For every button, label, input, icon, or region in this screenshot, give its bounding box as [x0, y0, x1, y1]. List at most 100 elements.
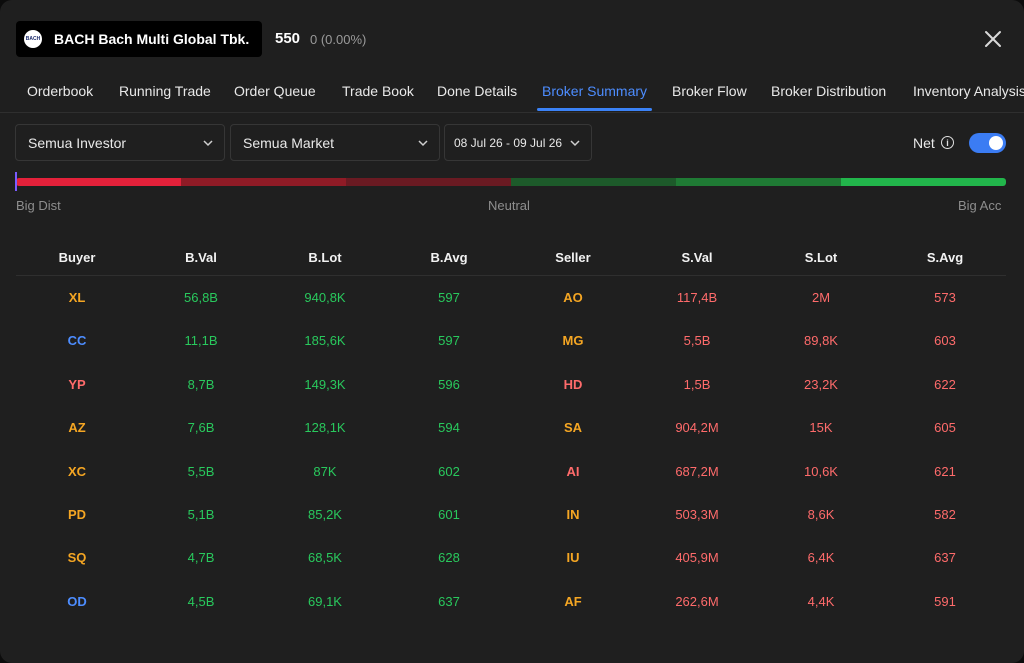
seller-code[interactable]: IN: [566, 507, 580, 522]
col-b-avg[interactable]: B.Avg: [430, 250, 468, 265]
buy-lot: 128,1K: [304, 420, 346, 436]
date-range-select[interactable]: 08 Jul 26 - 09 Jul 26: [444, 124, 592, 161]
sell-lot: 23,2K: [804, 376, 838, 392]
market-select-label: Semua Market: [243, 134, 335, 151]
buy-average: 596: [438, 376, 460, 392]
sell-value: 117,4B: [676, 290, 718, 305]
seller-code[interactable]: AO: [563, 290, 583, 305]
tab-done-details[interactable]: Done Details: [437, 83, 518, 99]
buy-lot: 68,5K: [308, 550, 342, 566]
table-row[interactable]: PD 5,1B 85,2K 601 IN 503,3M 8,6K 582: [0, 493, 1024, 536]
tab-orderbook[interactable]: Orderbook: [27, 83, 94, 99]
last-price: 550: [275, 30, 301, 47]
tab-broker-distribution[interactable]: Broker Distribution: [771, 83, 887, 99]
col-buyer[interactable]: Buyer: [58, 250, 96, 265]
buyer-code[interactable]: XC: [67, 463, 87, 479]
buy-average: 597: [438, 290, 460, 305]
gauge-label-big-acc: Big Acc: [958, 198, 1002, 213]
sell-value: 904,2M: [675, 420, 719, 436]
buy-value: 11,1B: [184, 333, 218, 349]
sell-average: 622: [934, 376, 956, 392]
sell-lot: 15K: [809, 420, 833, 436]
buy-value: 4,7B: [187, 550, 215, 566]
buyer-code[interactable]: CC: [67, 333, 87, 349]
buy-lot: 69,1K: [308, 593, 342, 609]
buy-value: 5,1B: [187, 507, 215, 522]
seller-code[interactable]: AI: [566, 463, 580, 479]
sell-average: 582: [934, 507, 956, 522]
tab-broker-summary[interactable]: Broker Summary: [542, 83, 648, 99]
net-toggle[interactable]: [969, 133, 1006, 153]
chevron-down-icon: [418, 140, 428, 147]
info-icon[interactable]: i: [941, 136, 954, 149]
table-header: Buyer B.Val B.Lot B.Avg Seller S.Val S.L…: [16, 240, 1006, 276]
buy-value: 7,6B: [187, 420, 215, 436]
tab-order-queue[interactable]: Order Queue: [234, 83, 316, 99]
sell-lot: 4,4K: [807, 593, 835, 609]
buy-value: 56,8B: [184, 290, 218, 305]
seller-code[interactable]: AF: [564, 593, 582, 609]
toggle-knob: [989, 136, 1003, 150]
buy-average: 637: [438, 593, 460, 609]
seller-code[interactable]: MG: [562, 333, 584, 349]
buyer-code[interactable]: YP: [68, 376, 86, 392]
table-row[interactable]: SQ 4,7B 68,5K 628 IU 405,9M 6,4K 637: [0, 536, 1024, 579]
gauge-indicator: [15, 172, 17, 191]
col-b-lot[interactable]: B.Lot: [308, 250, 342, 265]
sell-lot: 6,4K: [807, 550, 835, 566]
seller-code[interactable]: SA: [563, 420, 583, 436]
gauge-segment: [181, 178, 346, 186]
table-row[interactable]: CC 11,1B 185,6K 597 MG 5,5B 89,8K 603: [0, 319, 1024, 362]
table-row[interactable]: XC 5,5B 87K 602 AI 687,2M 10,6K 621: [0, 450, 1024, 493]
sell-value: 5,5B: [683, 333, 711, 349]
buy-average: 628: [438, 550, 460, 566]
seller-code[interactable]: IU: [566, 550, 580, 566]
buy-lot: 149,3K: [304, 376, 346, 392]
sell-value: 503,3M: [675, 507, 719, 522]
ticker-box[interactable]: BACH BACH Bach Multi Global Tbk.: [16, 21, 262, 57]
buy-value: 8,7B: [187, 376, 215, 392]
buy-average: 601: [438, 507, 460, 522]
buyer-code[interactable]: XL: [68, 290, 86, 305]
gauge-label-neutral: Neutral: [488, 198, 530, 213]
tab-inventory-analysis[interactable]: Inventory Analysis: [913, 83, 1024, 99]
sell-value: 405,9M: [675, 550, 719, 566]
buyer-code[interactable]: PD: [67, 507, 87, 522]
tab-trade-book[interactable]: Trade Book: [342, 83, 414, 99]
gauge-segment: [16, 178, 181, 186]
sell-value: 1,5B: [683, 376, 711, 392]
col-s-avg[interactable]: S.Avg: [926, 250, 964, 265]
seller-code[interactable]: HD: [563, 376, 583, 392]
gauge-segment: [511, 178, 676, 186]
close-icon[interactable]: [982, 28, 1004, 50]
sell-lot: 10,6K: [804, 463, 838, 479]
tab-broker-flow[interactable]: Broker Flow: [672, 83, 747, 99]
tab-bar: Orderbook Running Trade Order Queue Trad…: [0, 70, 1024, 113]
chevron-down-icon: [570, 140, 580, 147]
table-row[interactable]: XL 56,8B 940,8K 597 AO 117,4B 2M 573: [0, 276, 1024, 319]
tab-running-trade[interactable]: Running Trade: [119, 83, 211, 99]
col-b-val[interactable]: B.Val: [185, 250, 217, 265]
buyer-code[interactable]: OD: [67, 593, 87, 609]
market-select[interactable]: Semua Market: [230, 124, 440, 161]
gauge-segment: [676, 178, 841, 186]
sell-lot: 89,8K: [804, 333, 838, 349]
sell-average: 603: [934, 333, 956, 349]
price-change: 0 (0.00%): [310, 32, 367, 47]
sell-lot: 2M: [811, 290, 831, 305]
table-row[interactable]: OD 4,5B 69,1K 637 AF 262,6M 4,4K 591: [0, 580, 1024, 623]
sell-average: 621: [934, 463, 956, 479]
sell-average: 573: [934, 290, 956, 305]
col-s-lot[interactable]: S.Lot: [804, 250, 838, 265]
sell-value: 687,2M: [675, 463, 719, 479]
buyer-code[interactable]: SQ: [67, 550, 87, 566]
table-row[interactable]: YP 8,7B 149,3K 596 HD 1,5B 23,2K 622: [0, 363, 1024, 406]
col-s-val[interactable]: S.Val: [681, 250, 713, 265]
col-seller[interactable]: Seller: [555, 250, 591, 265]
net-label: Net: [913, 135, 935, 151]
buyer-code[interactable]: AZ: [68, 420, 86, 436]
table-row[interactable]: AZ 7,6B 128,1K 594 SA 904,2M 15K 605: [0, 406, 1024, 449]
sell-average: 605: [934, 420, 956, 436]
buy-lot: 87K: [313, 463, 337, 479]
investor-select[interactable]: Semua Investor: [15, 124, 225, 161]
